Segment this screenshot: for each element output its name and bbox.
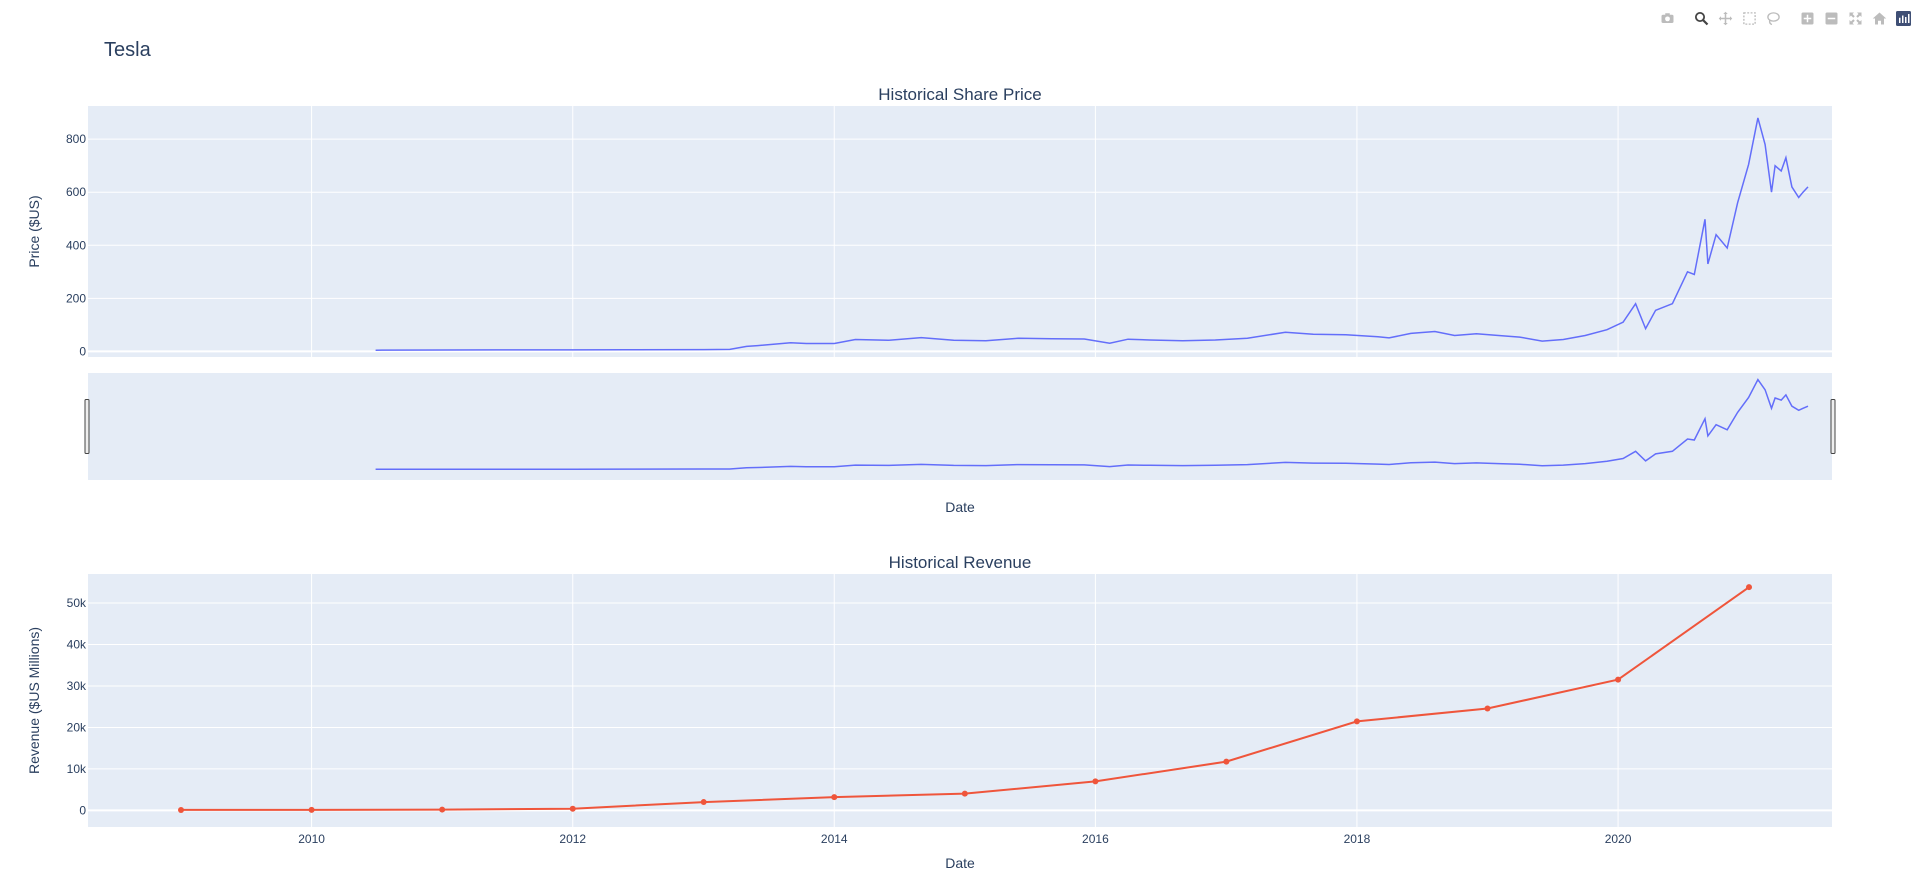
y-tick-label: 50k — [67, 596, 87, 610]
box-select-icon — [1742, 11, 1756, 25]
revenue-chart-title: Historical Revenue — [889, 553, 1032, 572]
y-tick-label: 40k — [67, 638, 87, 652]
revenue-point — [308, 806, 315, 813]
price-chart[interactable]: Historical Share Price 0 200 400 600 800 Pri… — [26, 85, 1832, 358]
range-slider-series-line — [375, 378, 1809, 471]
pan-button[interactable] — [1715, 8, 1735, 28]
revenue-plot-area[interactable] — [88, 574, 1832, 827]
plotly-logo-button[interactable] — [1893, 8, 1913, 28]
y-tick-label: 600 — [66, 185, 86, 199]
revenue-y-axis-title: Revenue ($US Millions) — [26, 627, 42, 774]
revenue-point — [569, 805, 576, 812]
price-series-line — [375, 117, 1809, 351]
autoscale-button[interactable] — [1845, 8, 1865, 28]
range-slider[interactable]: Date — [84, 373, 1836, 515]
revenue-point — [1223, 758, 1230, 765]
range-slider-left-handle[interactable] — [84, 399, 90, 454]
y-tick-label: 0 — [79, 803, 86, 817]
zoom-in-button[interactable] — [1797, 8, 1817, 28]
zoom-out-icon — [1825, 12, 1837, 24]
revenue-point — [1092, 778, 1099, 785]
y-tick-label: 10k — [67, 762, 87, 776]
x-tick-label: 2014 — [821, 832, 848, 846]
revenue-y-ticks: 0 10k 20k 30k 40k 50k — [67, 596, 87, 817]
lasso-select-icon — [1766, 11, 1780, 25]
y-tick-label: 800 — [66, 132, 86, 146]
revenue-x-ticks: 2010 2012 2014 2016 2018 2020 — [298, 832, 1632, 846]
revenue-chart[interactable]: Historical Revenue 0 10k 20k 30k 40k 50k 2010… — [26, 553, 1832, 871]
revenue-markers — [178, 584, 1753, 813]
revenue-point — [439, 806, 446, 813]
revenue-point — [1353, 718, 1360, 725]
camera-button[interactable] — [1657, 8, 1677, 28]
y-tick-label: 20k — [67, 720, 87, 734]
autoscale-icon — [1849, 12, 1861, 24]
camera-icon — [1661, 12, 1673, 23]
price-plot-area[interactable] — [88, 106, 1832, 357]
lasso-select-button[interactable] — [1763, 8, 1783, 28]
y-tick-label: 200 — [66, 291, 86, 305]
zoom-out-button[interactable] — [1821, 8, 1841, 28]
box-select-button[interactable] — [1739, 8, 1759, 28]
revenue-point — [700, 799, 707, 806]
plotly-logo-icon — [1895, 10, 1911, 26]
revenue-point — [178, 806, 185, 813]
revenue-x-grid — [311, 574, 1619, 827]
price-grid — [88, 138, 1832, 353]
y-tick-label: 30k — [67, 679, 87, 693]
home-icon — [1872, 12, 1886, 24]
x-tick-label: 2012 — [559, 832, 586, 846]
revenue-point — [1746, 584, 1753, 591]
price-y-ticks: 0 200 400 600 800 — [66, 132, 86, 358]
range-slider-track[interactable] — [88, 373, 1832, 480]
revenue-point — [961, 790, 968, 797]
revenue-point — [1615, 676, 1622, 683]
price-x-axis-title: Date — [945, 499, 975, 515]
zoom-icon — [1694, 11, 1708, 25]
zoom-in-icon — [1801, 12, 1813, 24]
price-x-grid — [311, 106, 1619, 357]
x-tick-label: 2010 — [298, 832, 325, 846]
price-y-axis-title: Price ($US) — [26, 195, 42, 267]
figure-title: Tesla — [104, 39, 152, 61]
x-tick-label: 2020 — [1605, 832, 1632, 846]
x-tick-label: 2018 — [1344, 832, 1371, 846]
pan-icon — [1718, 11, 1732, 25]
y-tick-label: 0 — [79, 344, 86, 358]
revenue-point — [831, 794, 838, 801]
x-tick-label: 2016 — [1082, 832, 1109, 846]
y-tick-label: 400 — [66, 238, 86, 252]
range-slider-right-handle[interactable] — [1830, 399, 1836, 454]
home-button[interactable] — [1869, 8, 1889, 28]
modebar — [1655, 8, 1915, 28]
revenue-point — [1484, 705, 1491, 712]
revenue-x-axis-title: Date — [945, 855, 975, 871]
zoom-button[interactable] — [1691, 8, 1711, 28]
price-chart-title: Historical Share Price — [878, 85, 1041, 104]
